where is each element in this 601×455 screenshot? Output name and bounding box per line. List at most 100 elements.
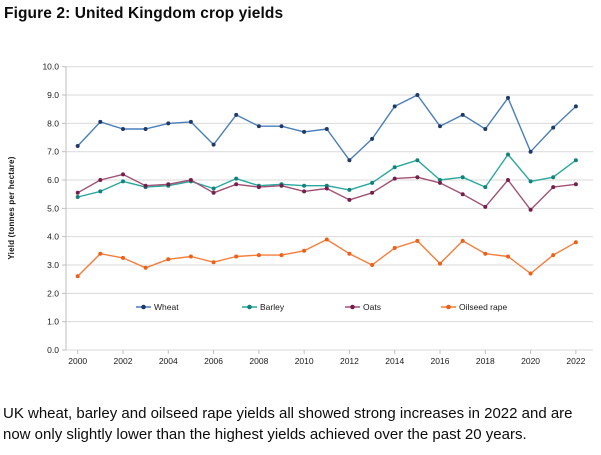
data-point <box>370 136 375 141</box>
data-point <box>573 158 578 163</box>
y-axis-tick-label: 10.0 <box>42 62 59 72</box>
data-point <box>188 119 193 124</box>
legend-label: Barley <box>260 302 285 312</box>
data-point <box>573 182 578 187</box>
data-point <box>460 112 465 117</box>
data-point <box>483 127 488 131</box>
x-axis-tick-label: 2020 <box>521 356 540 366</box>
series-barley-points <box>75 152 578 199</box>
data-point <box>551 125 556 130</box>
figure-title: Figure 2: United Kingdom crop yields <box>4 5 284 22</box>
y-axis-tick-label: 0.0 <box>47 345 59 355</box>
data-point <box>256 124 261 129</box>
data-point <box>143 183 148 188</box>
y-axis-tick-label: 7.0 <box>47 147 59 157</box>
y-axis-tick-label: 5.0 <box>47 203 59 213</box>
data-point <box>279 183 284 188</box>
x-axis-tick-label: 2012 <box>340 356 359 366</box>
data-point <box>460 175 465 180</box>
legend-item-barley: Barley <box>242 302 285 312</box>
data-point <box>483 251 488 256</box>
data-point <box>370 180 375 185</box>
legend-marker-swatch <box>446 304 451 310</box>
x-axis-tick-label: 2000 <box>68 356 87 366</box>
data-point <box>573 104 578 109</box>
yield-line-chart: 0.0 1.0 2.0 3.0 4.0 5.0 6.0 7.0 8.0 9.0 10.0 2000 20… <box>7 62 593 366</box>
data-point <box>506 95 510 100</box>
data-point <box>528 179 533 184</box>
data-point <box>324 183 329 188</box>
data-point <box>324 237 329 242</box>
legend-item-wheat: Wheat <box>136 302 179 312</box>
data-point <box>166 182 171 187</box>
data-point <box>121 255 125 260</box>
y-axis-title: Yield (tonnes per hectare) <box>7 156 16 259</box>
data-point <box>415 238 420 243</box>
data-point <box>392 176 397 181</box>
data-point <box>256 253 261 258</box>
data-point <box>324 127 329 131</box>
legend-marker-swatch <box>350 304 355 310</box>
data-point <box>370 190 375 195</box>
series-barley-line <box>77 153 577 198</box>
data-point <box>302 248 307 253</box>
data-point <box>370 263 375 267</box>
data-point <box>460 192 465 197</box>
data-point <box>324 186 329 191</box>
data-point <box>234 176 239 181</box>
series-wheat-points <box>75 93 578 163</box>
x-axis-tick-label: 2004 <box>159 356 178 366</box>
data-point <box>98 178 103 182</box>
data-point <box>438 180 442 185</box>
y-axis-tick-label: 8.0 <box>47 118 59 128</box>
data-point <box>211 260 216 265</box>
x-axis-tick-label: 2008 <box>249 356 268 366</box>
data-point <box>551 185 556 190</box>
legend-label: Wheat <box>154 302 179 312</box>
data-point <box>188 254 193 259</box>
legend-item-oilseed-rape: Oilseed rape <box>441 302 507 312</box>
legend-label: Oilseed rape <box>459 302 507 312</box>
data-point <box>415 158 420 163</box>
data-point <box>75 195 80 199</box>
data-point <box>121 127 125 131</box>
data-point <box>166 257 171 262</box>
y-axis-tick-label: 6.0 <box>47 175 59 185</box>
data-point <box>573 240 578 245</box>
data-point <box>415 175 420 180</box>
data-point <box>483 204 488 209</box>
data-point <box>347 197 352 202</box>
legend-item-oats: Oats <box>345 302 381 312</box>
chart-container: 0.0 1.0 2.0 3.0 4.0 5.0 6.0 7.0 8.0 9.0 10.0 2000 20… <box>7 62 593 366</box>
y-axis-tick-label: 4.0 <box>47 232 59 242</box>
y-axis-tick-label: 3.0 <box>47 260 59 270</box>
series-oilseed-rape-points <box>75 237 578 279</box>
data-point <box>347 251 352 256</box>
x-axis-tick-label: 2018 <box>476 356 495 366</box>
data-point <box>166 121 171 126</box>
series-oats-points <box>75 172 578 212</box>
data-point <box>506 152 510 157</box>
data-point <box>75 144 80 148</box>
data-point <box>98 119 103 124</box>
data-point <box>279 253 284 258</box>
data-point <box>98 251 103 256</box>
y-axis-tick-label: 2.0 <box>47 288 59 298</box>
data-point <box>211 190 216 195</box>
data-point <box>528 149 533 154</box>
data-point <box>279 124 284 129</box>
x-axis-tick-label: 2022 <box>566 356 585 366</box>
data-point <box>234 254 239 259</box>
data-point <box>506 178 510 182</box>
data-point <box>438 178 442 182</box>
data-point <box>438 124 442 129</box>
y-axis-tick-label: 1.0 <box>47 317 59 327</box>
data-point <box>392 104 397 109</box>
data-point <box>211 186 216 191</box>
figure-caption: UK wheat, barley and oilseed rape yields… <box>3 405 573 444</box>
x-axis-tick-label: 2014 <box>385 356 404 366</box>
data-point <box>302 189 307 194</box>
data-point <box>75 274 80 279</box>
data-point <box>302 129 307 134</box>
